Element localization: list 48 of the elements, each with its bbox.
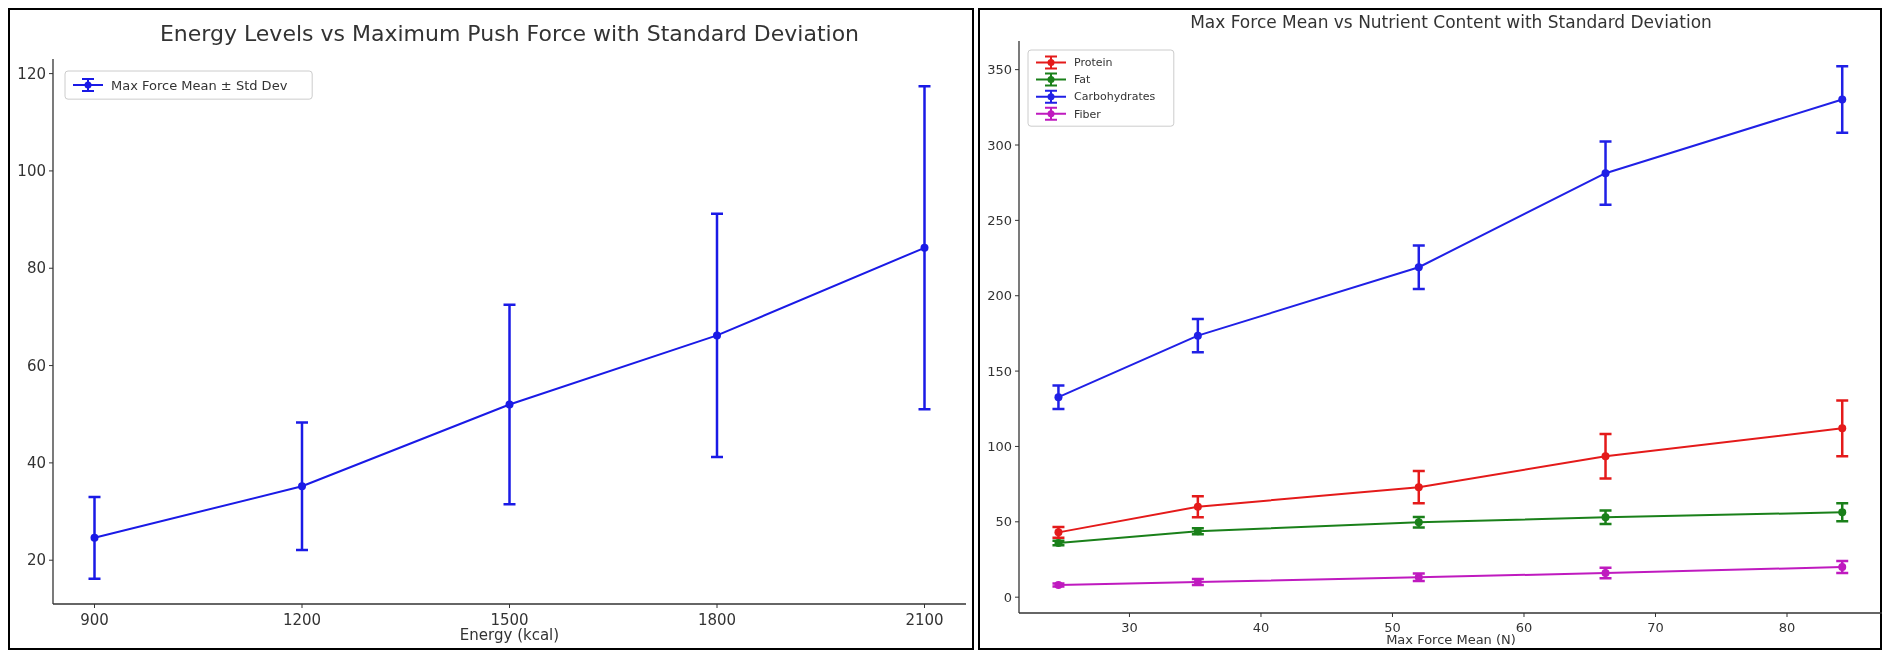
chart-title: Energy Levels vs Maximum Push Force with Standard Deviation	[159, 21, 860, 46]
point	[1054, 393, 1063, 402]
point	[920, 243, 929, 252]
point	[1601, 169, 1610, 178]
y-tick-label: 80	[26, 259, 46, 278]
x-tick-label: 60	[1515, 620, 1533, 635]
y-tick-label: 20	[26, 551, 46, 570]
y-tick-label: 50	[995, 514, 1012, 530]
x-axis-title: Max Force Mean (N)	[1386, 632, 1516, 647]
point	[713, 331, 721, 340]
point	[1838, 424, 1847, 433]
legend-label: Max Force Mean ± Std Dev	[111, 77, 288, 93]
legend-label: Fiber	[1074, 107, 1102, 121]
point	[1414, 263, 1423, 272]
x-tick-label: 2100	[905, 611, 944, 629]
x-tick-label: 1200	[282, 611, 322, 629]
x-tick-label: 1800	[697, 611, 737, 629]
point	[1601, 452, 1610, 461]
x-tick-label: 1500	[490, 611, 529, 629]
x-axis-title: Energy (kcal)	[459, 626, 560, 644]
point	[1838, 95, 1847, 104]
point	[90, 533, 99, 542]
x-tick-label: 30	[1121, 620, 1138, 635]
point	[1193, 331, 1202, 340]
point	[505, 400, 514, 409]
y-tick-label: 250	[987, 212, 1012, 228]
y-tick-label: 120	[17, 64, 46, 83]
y-tick-label: 350	[987, 62, 1012, 78]
y-tick-label: 150	[987, 363, 1012, 379]
legend-label: Fat	[1074, 73, 1092, 87]
x-tick-label: 900	[80, 611, 109, 629]
y-tick-label: 60	[26, 356, 46, 375]
y-tick-label: 200	[987, 288, 1012, 304]
point	[1414, 483, 1423, 492]
x-tick-label: 40	[1252, 620, 1270, 635]
x-tick-label: 80	[1778, 620, 1796, 635]
point	[298, 482, 306, 491]
y-tick-label: 100	[17, 162, 46, 181]
x-tick-label: 70	[1647, 620, 1664, 635]
legend-label: Carbohydrates	[1074, 90, 1156, 104]
y-tick-label: 300	[987, 137, 1012, 153]
point	[1193, 502, 1202, 511]
y-tick-label: 40	[26, 454, 46, 473]
y-tick-label: 0	[1003, 589, 1012, 605]
x-tick-label: 50	[1384, 620, 1401, 635]
y-tick-label: 100	[987, 439, 1012, 454]
legend-label: Protein	[1074, 56, 1113, 70]
chart-title: Max Force Mean vs Nutrient Content with Standard Deviation	[1190, 12, 1712, 32]
